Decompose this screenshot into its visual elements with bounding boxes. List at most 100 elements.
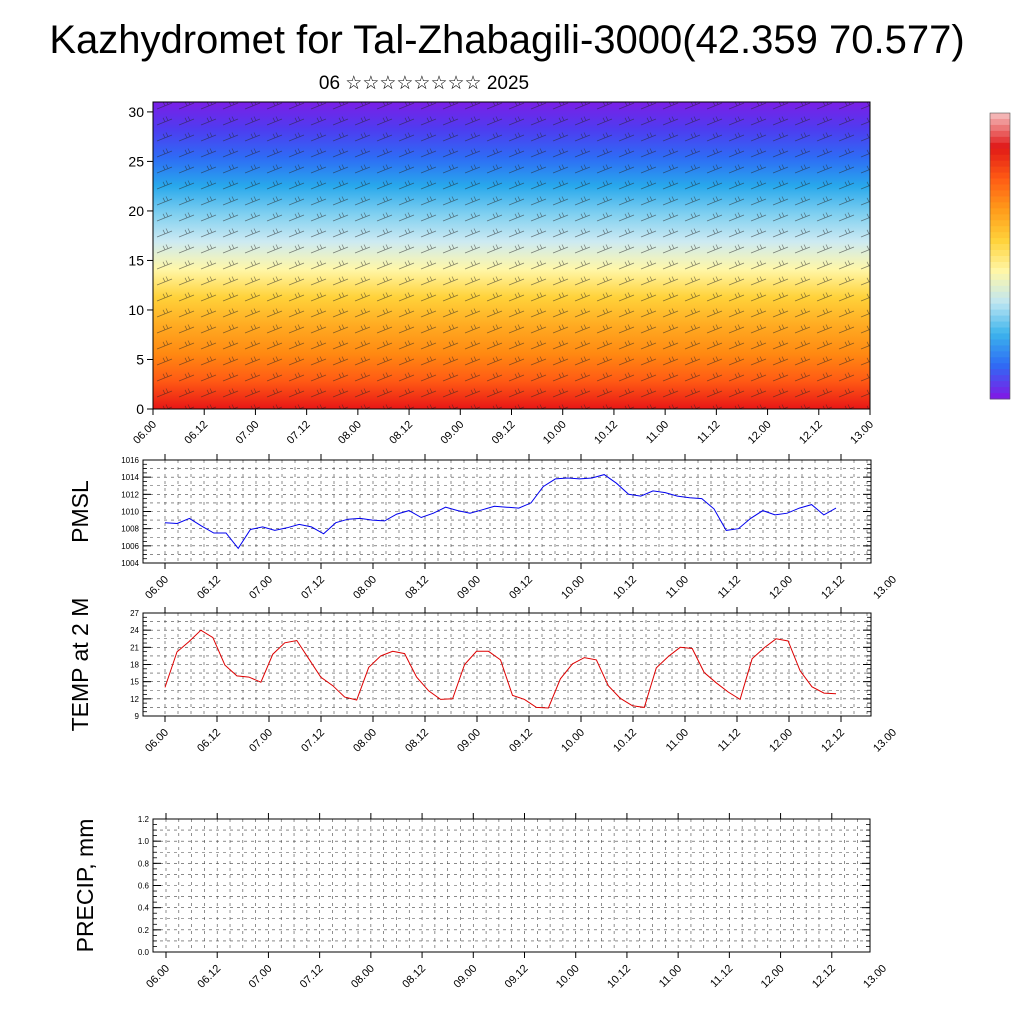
y-tick-label: 15 — [130, 678, 139, 687]
colorbar-cell — [990, 232, 1010, 239]
colorbar-cell — [990, 154, 1010, 162]
x-tick-label: 09.00 — [455, 574, 483, 602]
y-tick-label: 15 — [128, 252, 144, 268]
x-tick-label: 11.00 — [664, 574, 691, 601]
x-tick-label: 10.00 — [559, 727, 587, 755]
x-tick-label: 07.00 — [247, 963, 275, 991]
colorbar-frame — [989, 112, 1011, 400]
colorbar-cell — [990, 363, 1010, 370]
colorbar-cell — [990, 351, 1010, 358]
colorbar-cell — [990, 273, 1010, 281]
x-tick-label: 06.00 — [131, 419, 159, 447]
colorbar-cell — [990, 315, 1010, 322]
colorbar-cell — [990, 339, 1010, 346]
pmsl-panel: 1004 1006 1008 1010 1012 1014 1016 06.00 06.12 07… — [67, 454, 899, 602]
x-tick-label: 09.12 — [507, 574, 535, 602]
x-tick-label: 11.12 — [708, 963, 735, 990]
x-tick-label: 08.12 — [403, 727, 431, 755]
x-tick-label: 12.12 — [819, 727, 847, 755]
x-tick-label: 06.00 — [143, 727, 171, 755]
x-tick-label: 11.12 — [716, 574, 743, 601]
colorbar-cell — [990, 261, 1010, 269]
y-tick-label: 0.4 — [138, 904, 150, 913]
x-tick-label: 10.12 — [592, 419, 620, 447]
colorbar-cell — [990, 226, 1010, 233]
y-axis-label: PRECIP, mm — [72, 819, 98, 953]
colorbar-cell — [990, 393, 1010, 400]
colorbar-cell — [990, 381, 1010, 388]
colorbar-cell — [990, 303, 1010, 311]
x-tick-label: 09.12 — [490, 419, 518, 447]
colorbar-cell — [990, 250, 1010, 257]
x-tick-label: 06.00 — [144, 963, 172, 991]
colorbar-cell — [990, 369, 1010, 376]
y-tick-label: 5 — [136, 351, 144, 367]
y-tick-label: 0.0 — [138, 948, 150, 957]
chart-title: Kazhydromet for Tal-Zhabagili-3000(42.35… — [49, 18, 965, 62]
x-tick-label: 10.12 — [611, 574, 639, 602]
x-tick-label: 09.00 — [438, 419, 466, 447]
x-tick-label: 06.12 — [195, 727, 223, 755]
y-tick-label: 27 — [130, 609, 139, 618]
colorbar-cell — [990, 202, 1010, 209]
y-tick-label: 1004 — [121, 559, 139, 568]
colorbar-cell — [990, 220, 1010, 227]
y-tick-label: 30 — [128, 104, 144, 120]
x-tick-label: 06.00 — [143, 574, 171, 602]
y-tick-label: 0.2 — [138, 926, 150, 935]
chart-subtitle: 06 ☆☆☆☆☆☆☆☆ 2025 — [318, 73, 530, 94]
temp-panel: 9 12 15 18 21 24 27 06.00 06.12 07.00 07.12 08.00 08… — [67, 598, 899, 755]
x-tick-label: 12.00 — [767, 574, 795, 602]
y-tick-label: 1014 — [121, 473, 139, 482]
colorbar-cell — [990, 130, 1010, 138]
colorbar-cell — [990, 190, 1010, 197]
colorbar-cell — [990, 238, 1010, 245]
y-tick-label: 1008 — [121, 525, 139, 534]
colorbar-cell — [990, 309, 1010, 316]
x-tick-label: 06.12 — [195, 574, 223, 602]
x-tick-label: 10.00 — [554, 963, 582, 991]
wind-barbs-field — [153, 102, 870, 409]
colorbar-cell — [990, 357, 1010, 364]
y-tick-label: 12 — [130, 695, 139, 704]
x-tick-label: 09.00 — [455, 727, 483, 755]
x-tick-label: 08.00 — [351, 727, 379, 755]
y-axis-label: PMSL — [67, 480, 93, 543]
x-tick-label: 13.00 — [871, 574, 899, 602]
x-tick-label: 11.12 — [716, 727, 743, 754]
y-tick-label: 0 — [136, 401, 144, 417]
x-tick-label: 12.00 — [746, 419, 774, 447]
colorbar-cell — [990, 285, 1010, 293]
precip-panel: 0.0 0.2 0.4 0.6 0.8 1.0 1.2 06.00 06.12 07.00 07.1… — [72, 813, 889, 991]
colorbar-cell — [990, 279, 1010, 287]
x-tick-label: 09.00 — [451, 963, 479, 991]
x-tick-label: 13.00 — [861, 963, 889, 991]
x-tick-label: 07.00 — [247, 574, 275, 602]
colorbar-cell — [990, 196, 1010, 203]
colorbar-cell — [990, 345, 1010, 352]
x-tick-label: 08.12 — [387, 419, 415, 447]
colorbar-cell — [990, 297, 1010, 305]
x-tick-label: 13.00 — [848, 419, 876, 447]
y-tick-label: 9 — [135, 712, 140, 721]
colorbar-cell — [990, 321, 1010, 328]
y-tick-label: 0.6 — [138, 882, 150, 891]
colorbar-cell — [990, 333, 1010, 340]
colorbar-cell — [990, 178, 1010, 185]
colorbar-cell — [990, 387, 1010, 394]
colorbar-cell — [990, 113, 1010, 120]
colorbar-cell — [990, 184, 1010, 191]
y-tick-label: 24 — [130, 626, 139, 635]
x-tick-label: 07.12 — [298, 963, 326, 991]
colorbar-cell — [990, 291, 1010, 299]
colorbar-cell — [990, 136, 1010, 144]
x-tick-label: 07.00 — [234, 419, 262, 447]
series-line — [164, 474, 837, 550]
x-tick-label: 08.12 — [403, 574, 431, 602]
x-tick-label: 07.12 — [285, 419, 313, 447]
x-tick-label: 08.00 — [349, 963, 377, 991]
x-tick-label: 07.00 — [247, 727, 275, 755]
x-tick-label: 06.12 — [182, 419, 210, 447]
x-tick-label: 11.00 — [657, 963, 684, 990]
y-axis-label: TEMP at 2 M — [67, 598, 93, 732]
